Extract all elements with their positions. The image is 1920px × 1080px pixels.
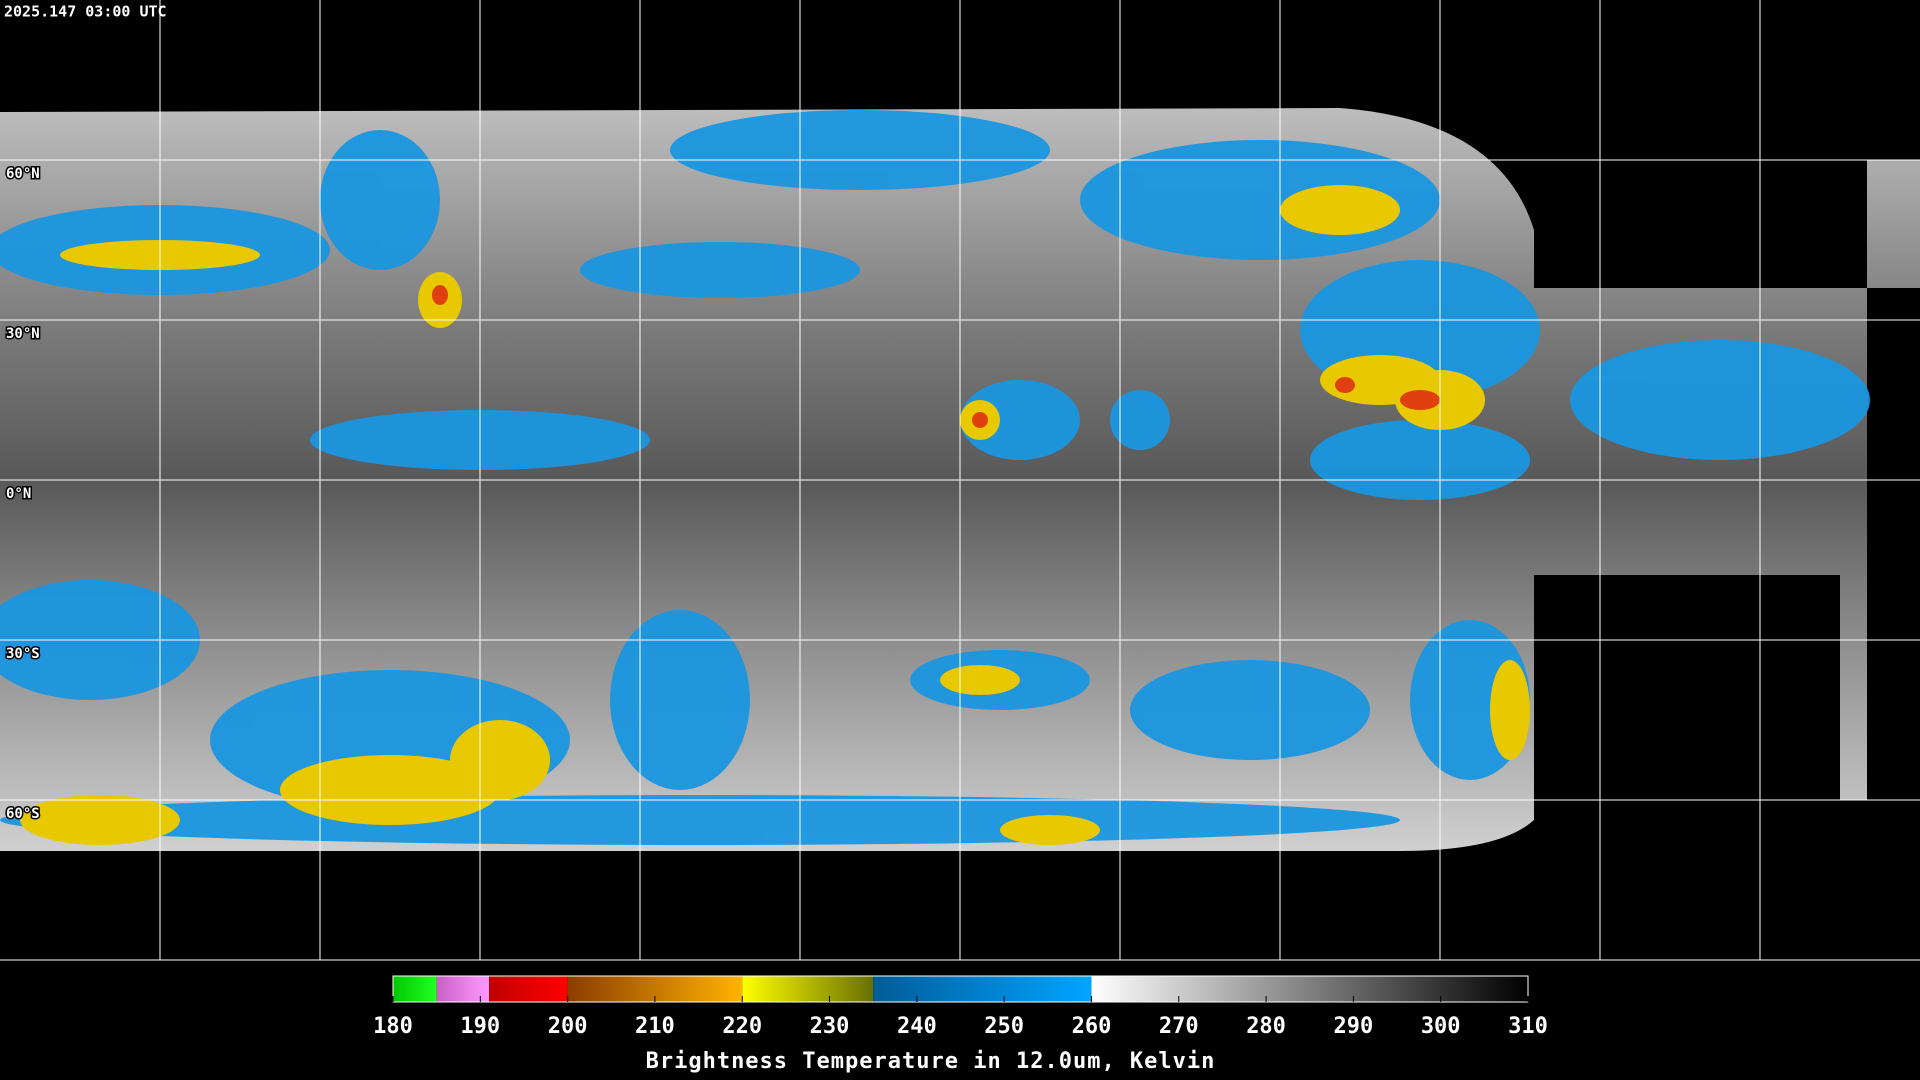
colorbar-tick-label: 240 — [897, 1014, 937, 1039]
color-segment — [489, 976, 568, 1002]
colorbar-tick-label: 310 — [1508, 1014, 1548, 1039]
colorbar-tick-label: 250 — [984, 1014, 1024, 1039]
colorbar-tick-label: 220 — [722, 1014, 762, 1039]
color-segment — [436, 976, 490, 1002]
colorbar-tick-label: 270 — [1159, 1014, 1199, 1039]
colorbar-tick-label: 210 — [635, 1014, 675, 1039]
colorbar-tick-label: 230 — [810, 1014, 850, 1039]
latitude-label: 30°N — [6, 326, 40, 342]
latitude-label: 30°S — [6, 646, 40, 662]
colorbar-tick-label: 300 — [1421, 1014, 1461, 1039]
colorbar-tick-label: 280 — [1246, 1014, 1286, 1039]
graticule: 60°N 30°N 0°N 30°S 60°S — [0, 0, 1920, 961]
color-segment — [873, 976, 1092, 1002]
colorbar-tick-label: 190 — [460, 1014, 500, 1039]
colorbar-tick-label: 290 — [1334, 1014, 1374, 1039]
colorbar-tick-label: 180 — [373, 1014, 413, 1039]
latitude-label: 0°N — [6, 486, 31, 502]
color-segment — [393, 976, 437, 1002]
latitude-label: 60°S — [6, 806, 40, 822]
colorbar-tick-label: 200 — [548, 1014, 588, 1039]
colorbar-title: Brightness Temperature in 12.0um, Kelvin — [646, 1049, 1216, 1074]
colorbar: 180 190 200 210 220 230 240 250 260 270 280 290 300 3… — [373, 975, 1548, 1074]
colorbar-tick-label: 260 — [1072, 1014, 1112, 1039]
color-segment — [1091, 976, 1528, 1002]
colorbar-frame — [392, 975, 1529, 1003]
latitude-label: 60°N — [6, 166, 40, 182]
timestamp: 2025.147 03:00 UTC — [4, 3, 167, 21]
color-segment — [742, 976, 874, 1002]
